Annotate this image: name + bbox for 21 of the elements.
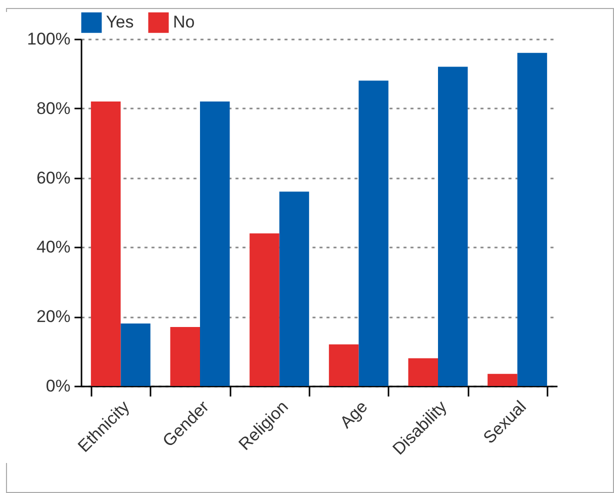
bar bbox=[170, 327, 200, 386]
y-tick-label: 0% bbox=[46, 376, 70, 396]
bar bbox=[90, 101, 121, 386]
bar bbox=[279, 192, 310, 386]
bar bbox=[517, 52, 548, 386]
bar bbox=[438, 66, 468, 386]
bar bbox=[120, 324, 150, 386]
legend-label: Yes bbox=[106, 12, 134, 32]
y-tick-label: 60% bbox=[36, 168, 70, 188]
bar bbox=[358, 80, 388, 386]
y-tick-label: 20% bbox=[36, 307, 70, 326]
legend-label: No bbox=[173, 12, 195, 32]
x-tick-label: Age bbox=[336, 397, 372, 432]
bar bbox=[200, 101, 230, 386]
bar bbox=[488, 374, 518, 386]
y-tick-label: 80% bbox=[36, 98, 70, 118]
bar bbox=[250, 233, 280, 386]
bar bbox=[328, 344, 359, 386]
y-tick-label: 100% bbox=[27, 30, 70, 48]
y-tick-label: 40% bbox=[36, 238, 70, 257]
bar bbox=[408, 358, 438, 386]
